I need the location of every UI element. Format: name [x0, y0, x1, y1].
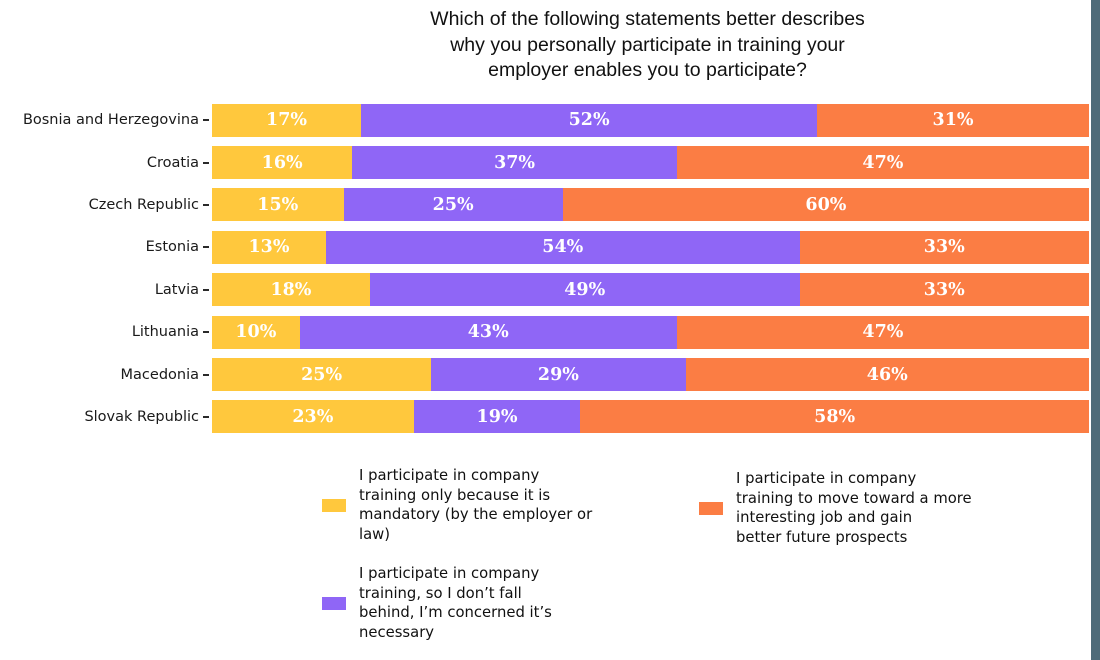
bar-value-label: 31% — [932, 110, 974, 131]
axis-tick — [203, 373, 209, 376]
legend-label: I participate in company training to mov… — [736, 470, 972, 547]
axis-tick — [203, 119, 209, 122]
bar-value-label: 16% — [261, 152, 303, 173]
bar-value-label: 49% — [564, 279, 606, 300]
stacked-bar: 10% 43% 47% — [212, 315, 1089, 349]
stacked-bar: 25% 29% 46% — [212, 358, 1089, 392]
chart-row: Macedonia 25% 29% 46% — [0, 353, 1089, 395]
bar-segment-mandatory: 23% — [212, 400, 414, 434]
legend-item-prospects: I participate in company training to mov… — [699, 469, 972, 548]
category-label: Lithuania — [131, 324, 199, 341]
bar-value-label: 58% — [814, 406, 856, 427]
stacked-bar: 23% 19% 58% — [212, 400, 1089, 434]
legend-item-mandatory: I participate in company training only b… — [322, 466, 592, 545]
bar-value-label: 29% — [537, 364, 579, 385]
bar-value-label: 37% — [494, 152, 536, 173]
bar-value-label: 18% — [270, 279, 312, 300]
bar-segment-mandatory: 25% — [212, 358, 432, 392]
bar-value-label: 25% — [301, 364, 343, 385]
axis-tick — [203, 246, 209, 249]
bar-segment-concerned: 54% — [326, 230, 800, 264]
bar-value-label: 47% — [862, 322, 904, 343]
bar-value-label: 13% — [248, 237, 290, 258]
stacked-bar: 13% 54% 33% — [212, 230, 1089, 264]
axis-tick — [203, 415, 209, 418]
category-label: Croatia — [146, 154, 199, 171]
bar-segment-prospects: 60% — [562, 188, 1089, 222]
category-label: Latvia — [154, 281, 199, 298]
bar-value-label: 46% — [866, 364, 908, 385]
bar-segment-concerned: 19% — [413, 400, 581, 434]
bar-value-label: 33% — [923, 237, 965, 258]
category-label: Estonia — [145, 239, 199, 256]
bar-segment-mandatory: 17% — [212, 103, 362, 137]
bar-segment-prospects: 47% — [676, 146, 1089, 180]
bar-segment-prospects: 33% — [799, 230, 1089, 264]
legend-swatch-orange-icon — [699, 501, 723, 515]
bar-segment-prospects: 33% — [799, 273, 1089, 307]
bar-segment-mandatory: 15% — [212, 188, 344, 222]
stacked-bar: 17% 52% 31% — [212, 103, 1089, 137]
bar-segment-prospects: 31% — [817, 103, 1089, 137]
bar-segment-mandatory: 13% — [212, 230, 326, 264]
bar-value-label: 43% — [467, 322, 509, 343]
legend-swatch-yellow-icon — [322, 498, 346, 512]
stacked-bar: 18% 49% 33% — [212, 273, 1089, 307]
bar-value-label: 47% — [862, 152, 904, 173]
chart-row: Croatia 16% 37% 47% — [0, 141, 1089, 183]
axis-tick — [203, 161, 209, 164]
chart-row: Slovak Republic 23% 19% 58% — [0, 396, 1089, 438]
chart-rows: Bosnia and Herzegovina 17% 52% 31% Croatia 16… — [0, 99, 1089, 438]
bar-value-label: 15% — [257, 194, 299, 215]
bar-segment-mandatory: 18% — [212, 273, 370, 307]
axis-tick — [203, 203, 209, 206]
category-label: Czech Republic — [88, 196, 199, 213]
bar-value-label: 25% — [432, 194, 474, 215]
bar-segment-concerned: 49% — [369, 273, 800, 307]
window-edge-border — [1091, 0, 1100, 660]
axis-tick — [203, 331, 209, 334]
bar-segment-concerned: 37% — [352, 146, 677, 180]
chart-row: Bosnia and Herzegovina 17% 52% 31% — [0, 99, 1089, 141]
category-label: Slovak Republic — [84, 408, 199, 425]
bar-value-label: 23% — [292, 406, 334, 427]
legend-item-concerned: I participate in company training, so I … — [322, 564, 552, 643]
chart-title: Which of the following statements better… — [430, 8, 865, 82]
axis-tick — [203, 288, 209, 291]
category-label: Bosnia and Herzegovina — [22, 112, 199, 129]
bar-segment-mandatory: 10% — [212, 315, 300, 349]
bar-value-label: 33% — [923, 279, 965, 300]
bar-value-label: 52% — [568, 110, 610, 131]
legend-swatch-purple-icon — [322, 596, 346, 610]
bar-segment-mandatory: 16% — [212, 146, 353, 180]
chart-row: Latvia 18% 49% 33% — [0, 269, 1089, 311]
bar-segment-prospects: 46% — [685, 358, 1089, 392]
bar-segment-concerned: 29% — [431, 358, 686, 392]
bar-segment-concerned: 52% — [361, 103, 818, 137]
bar-value-label: 60% — [805, 194, 847, 215]
bar-segment-concerned: 43% — [299, 315, 677, 349]
stacked-bar: 16% 37% 47% — [212, 146, 1089, 180]
stacked-bar: 15% 25% 60% — [212, 188, 1089, 222]
bar-value-label: 10% — [235, 322, 277, 343]
bar-value-label: 17% — [266, 110, 308, 131]
chart-row: Estonia 13% 54% 33% — [0, 226, 1089, 268]
legend-label: I participate in company training only b… — [359, 467, 593, 544]
bar-value-label: 54% — [542, 237, 584, 258]
legend-label: I participate in company training, so I … — [359, 565, 552, 642]
chart-row: Czech Republic 15% 25% 60% — [0, 184, 1089, 226]
bar-segment-prospects: 47% — [676, 315, 1089, 349]
bar-segment-concerned: 25% — [343, 188, 563, 222]
chart-row: Lithuania 10% 43% 47% — [0, 311, 1089, 353]
category-label: Macedonia — [120, 366, 199, 383]
bar-value-label: 19% — [476, 406, 518, 427]
bar-segment-prospects: 58% — [580, 400, 1089, 434]
